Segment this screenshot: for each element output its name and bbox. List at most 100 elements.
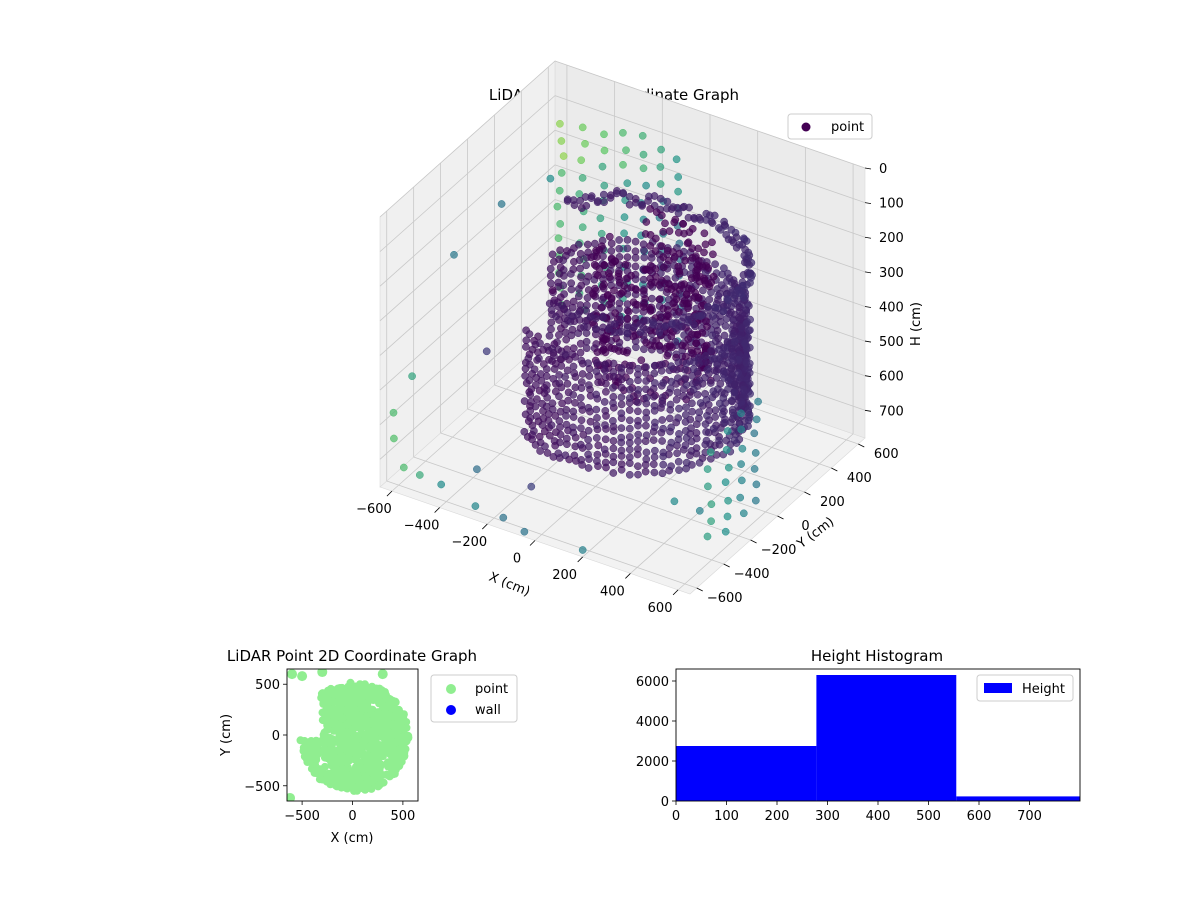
chart-3d-point	[610, 257, 619, 266]
chart-3d-point	[601, 421, 609, 429]
chart-3d-point	[665, 414, 674, 423]
chart-3d-point	[609, 444, 618, 453]
chart-3d-point	[567, 285, 576, 294]
chart-3d-point	[584, 450, 592, 459]
chart-2d-point	[371, 737, 380, 746]
chart-3d-point	[741, 245, 749, 254]
chart-2d-point	[315, 775, 324, 784]
chart-3d-point	[627, 271, 635, 280]
chart-3d-point	[599, 334, 608, 343]
chart-2d-point	[348, 688, 357, 697]
chart-3d-point	[719, 394, 728, 402]
chart-3d-point	[681, 441, 690, 450]
chart-3d-point	[709, 424, 718, 433]
chart-3d-point	[656, 163, 665, 171]
chart-3d-ztick-mark	[864, 306, 872, 308]
chart-3d-point	[558, 301, 566, 310]
chart-3d-point	[695, 213, 703, 222]
chart-3d-point	[657, 211, 666, 220]
chart-3d-point	[583, 301, 591, 310]
chart-2d-point	[390, 761, 399, 770]
chart-3d-point	[577, 401, 586, 410]
chart-3d-xtick-label: 0	[513, 552, 521, 567]
chart-3d-point	[625, 385, 634, 394]
chart-3d-point	[705, 282, 714, 291]
chart-2d-point	[317, 669, 328, 678]
chart-3d-point	[695, 376, 704, 385]
chart-3d-point	[592, 390, 601, 399]
chart-3d-point	[583, 240, 592, 249]
chart-3d-point	[578, 223, 587, 232]
chart-3d-point	[609, 469, 618, 477]
chart-3d-point	[473, 465, 481, 474]
chart-3d-point	[703, 322, 711, 331]
chart-3d-point	[699, 286, 707, 295]
chart-3d-point	[594, 441, 603, 450]
chart-3d-point	[707, 517, 715, 526]
chart-2d-point	[368, 754, 376, 763]
chart-3d-point	[546, 271, 555, 280]
chart-3d-point	[577, 281, 586, 290]
chart-3d-point	[750, 465, 759, 473]
chart-3d-point	[706, 454, 715, 463]
chart-3d-point	[531, 381, 540, 389]
chart-3d-ztick-label: 500	[879, 335, 904, 350]
chart-3d-point	[576, 339, 585, 348]
chart-3d-point	[601, 458, 610, 467]
chart-3d-ytick-label: 600	[874, 447, 899, 462]
chart-3d-point	[609, 384, 617, 392]
chart-3d-point	[634, 407, 642, 416]
chart-3d-point	[611, 320, 619, 328]
chart-3d-gridline-h	[379, 268, 556, 425]
chart-3d-legend-marker	[801, 122, 811, 132]
chart-histogram-xtick-label: 0	[672, 809, 680, 824]
chart-3d-point	[614, 347, 623, 355]
chart-3d-point	[656, 180, 665, 188]
chart-3d-point	[564, 396, 572, 405]
chart-3d-point	[600, 398, 609, 406]
chart-2d-point	[363, 775, 372, 783]
chart-3d-point	[667, 462, 675, 471]
chart-3d-point	[576, 440, 585, 449]
chart-3d-point	[578, 123, 587, 132]
chart-3d-point	[682, 359, 691, 368]
chart-3d-point	[570, 369, 579, 378]
chart-3d-point	[738, 444, 747, 453]
chart-3d-point	[722, 446, 731, 454]
chart-3d-point	[547, 318, 556, 327]
chart-3d-point	[638, 200, 646, 209]
chart-3d-point	[631, 262, 640, 271]
chart-3d-point	[584, 359, 592, 368]
chart-3d-point	[550, 352, 558, 360]
chart-3d-point	[625, 470, 634, 479]
chart-3d-point	[670, 218, 679, 227]
chart-2d-point	[364, 719, 373, 728]
chart-3d-point	[684, 315, 693, 324]
chart-3d-xtick-mark	[625, 573, 631, 579]
chart-3d-point	[689, 358, 698, 366]
chart-2d-point	[388, 696, 397, 705]
chart-3d-point	[678, 341, 686, 350]
chart-3d-point	[658, 416, 667, 424]
chart-3d-point	[649, 392, 658, 401]
chart-3d-point	[646, 341, 654, 349]
chart-3d-point	[578, 370, 587, 378]
chart-3d-point	[642, 385, 650, 394]
chart-3d-point	[520, 527, 529, 536]
chart-3d-point	[734, 369, 743, 377]
chart-2d-ytick-label: 500	[255, 678, 280, 693]
chart-3d-xtick-mark	[577, 556, 583, 563]
chart-3d-point	[600, 181, 609, 190]
chart-2d-point	[339, 733, 347, 742]
chart-3d-point	[684, 304, 692, 313]
chart-3d-point	[552, 312, 560, 321]
chart-3d-point	[536, 339, 544, 348]
chart-3d-point	[548, 344, 557, 353]
chart-3d-ztick-mark	[864, 271, 872, 274]
chart-histogram-bar	[956, 796, 1080, 801]
chart-2d-point	[335, 687, 343, 696]
chart-3d-point	[623, 179, 632, 188]
chart-2d-legend: point wall	[430, 674, 518, 723]
chart-2d-point	[358, 719, 367, 728]
chart-histogram-xtick-label: 300	[815, 809, 840, 824]
